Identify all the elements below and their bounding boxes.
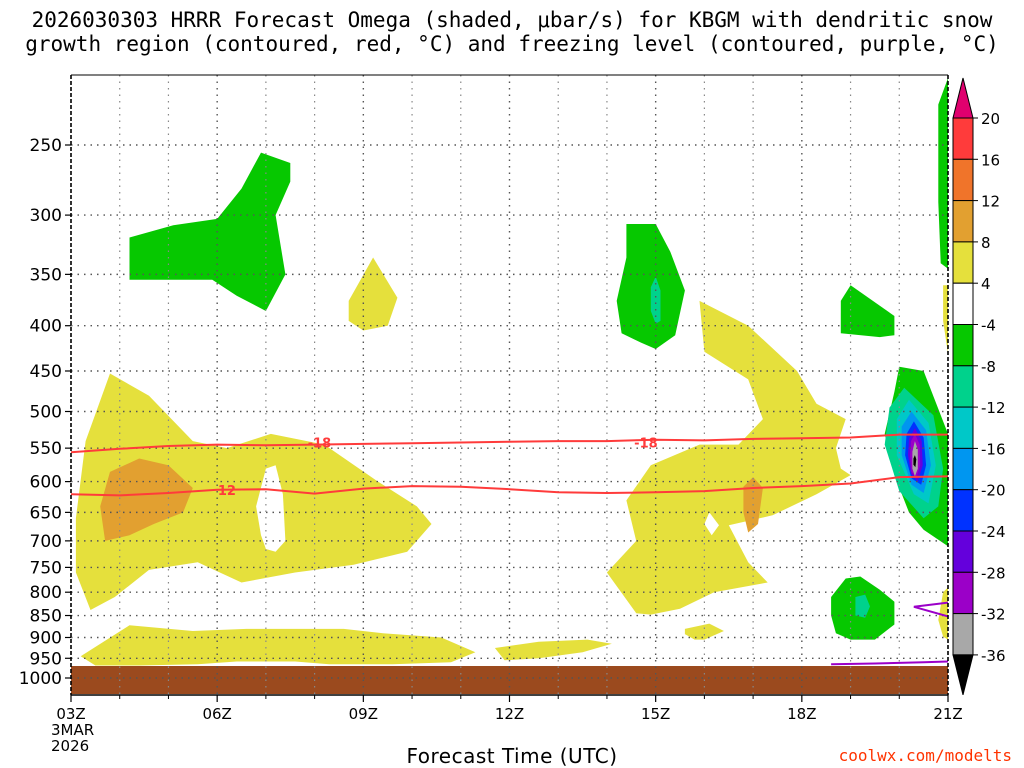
colorbar-label: 16 [981,151,1000,169]
omega-region [704,512,719,536]
colorbar-label: 20 [981,110,1000,128]
omega-region [494,639,612,661]
omega-region [938,587,948,640]
omega-region [943,285,948,354]
plot-axes: 2503003504004505005506006507007508008509… [19,74,963,755]
colorbar-label: -28 [981,564,1006,582]
colorbar-swatch [952,447,974,491]
y-tick-label: 950 [30,649,62,669]
colorbar-swatch [952,530,974,573]
y-tick-label: 500 [30,403,62,423]
omega-region [606,300,851,615]
y-tick-label: 800 [30,583,62,603]
colorbar-swatch [952,117,974,160]
x-tick-year-label: 2026 [51,737,89,755]
colorbar-label: -20 [981,482,1006,500]
colorbar-legend: 20 16 12 8 4 -4 -8 -12 -16 -20 -24 -28 -32 -36 [952,77,1006,696]
x-tick-label: 03Z [56,705,85,723]
colorbar-swatch [952,571,974,615]
freezing-level-line [913,601,948,618]
colorbar-label: -8 [981,358,996,376]
dgz-contour-label: 12 [218,484,236,499]
y-tick-label: 700 [30,532,62,552]
colorbar-label: -24 [981,523,1006,541]
y-tick-label: 350 [30,265,62,285]
y-tick-label: 550 [30,439,62,459]
omega-region [650,276,661,324]
dgz-contour-line [71,433,948,454]
chart-title-line-2: growth region (contoured, red, °C) and f… [25,32,999,56]
omega-region [75,373,432,610]
colorbar-label: 4 [981,275,991,293]
colorbar-label: -16 [981,440,1006,458]
y-tick-label: 250 [30,136,62,156]
x-tick-label: 09Z [349,705,378,723]
source-credit: coolwx.com/modelts [838,746,1012,765]
chart-title-line-1: 2026030303 HRRR Forecast Omega (shaded, … [31,8,993,32]
omega-region [256,465,286,552]
grid-lines [71,75,948,695]
y-tick-label: 300 [30,206,62,226]
colorbar-top-arrow [952,77,974,119]
omega-region [80,625,476,666]
colorbar-label: 12 [981,193,1000,211]
x-tick-label: 12Z [495,705,524,723]
x-tick-label: 06Z [202,705,231,723]
colorbar-swatch [952,200,974,243]
colorbar-swatch [952,241,974,284]
omega-region [913,455,917,468]
omega-region [129,152,291,311]
colorbar-label: -4 [981,317,996,335]
omega-region [840,285,895,338]
colorbar-swatch [952,324,974,367]
colorbar-label: -32 [981,606,1006,624]
x-axis-label: Forecast Time (UTC) [406,744,618,768]
colorbar-swatch [952,613,974,656]
omega-region [855,594,870,618]
omega-region [938,78,948,269]
y-tick-label: 450 [30,362,62,382]
x-tick-label: 21Z [933,705,962,723]
dgz-contour-label: -18 [634,437,658,452]
x-tick-date-label: 3MAR [51,721,94,739]
y-tick-label: 900 [30,628,62,648]
colorbar-swatch [952,282,974,326]
dgz-contour-label: -18 [308,437,332,452]
y-tick-label: 400 [30,317,62,337]
colorbar-swatch [952,406,974,449]
y-tick-label: 750 [30,558,62,578]
colorbar-label: -12 [981,399,1006,417]
x-tick-label: 15Z [641,705,670,723]
colorbar-swatch [952,489,974,532]
colorbar-bottom-arrow [952,654,974,696]
y-tick-label: 600 [30,473,62,493]
y-tick-label: 850 [30,607,62,627]
omega-region [100,458,193,541]
colorbar-swatch [952,365,974,408]
omega-region [684,623,724,640]
colorbar-swatch [952,158,974,202]
dgz-contour-line [71,475,948,497]
y-tick-label: 1000 [19,669,62,689]
colorbar-label: -36 [981,647,1006,665]
omega-region [616,224,685,349]
y-tick-label: 650 [30,503,62,523]
omega-region [348,257,398,331]
x-tick-label: 18Z [787,705,816,723]
contour-lines: -18 -18 12 [71,433,948,666]
colorbar-label: 8 [981,234,991,252]
omega-shaded-regions [75,78,948,666]
freezing-level-line [831,660,948,666]
